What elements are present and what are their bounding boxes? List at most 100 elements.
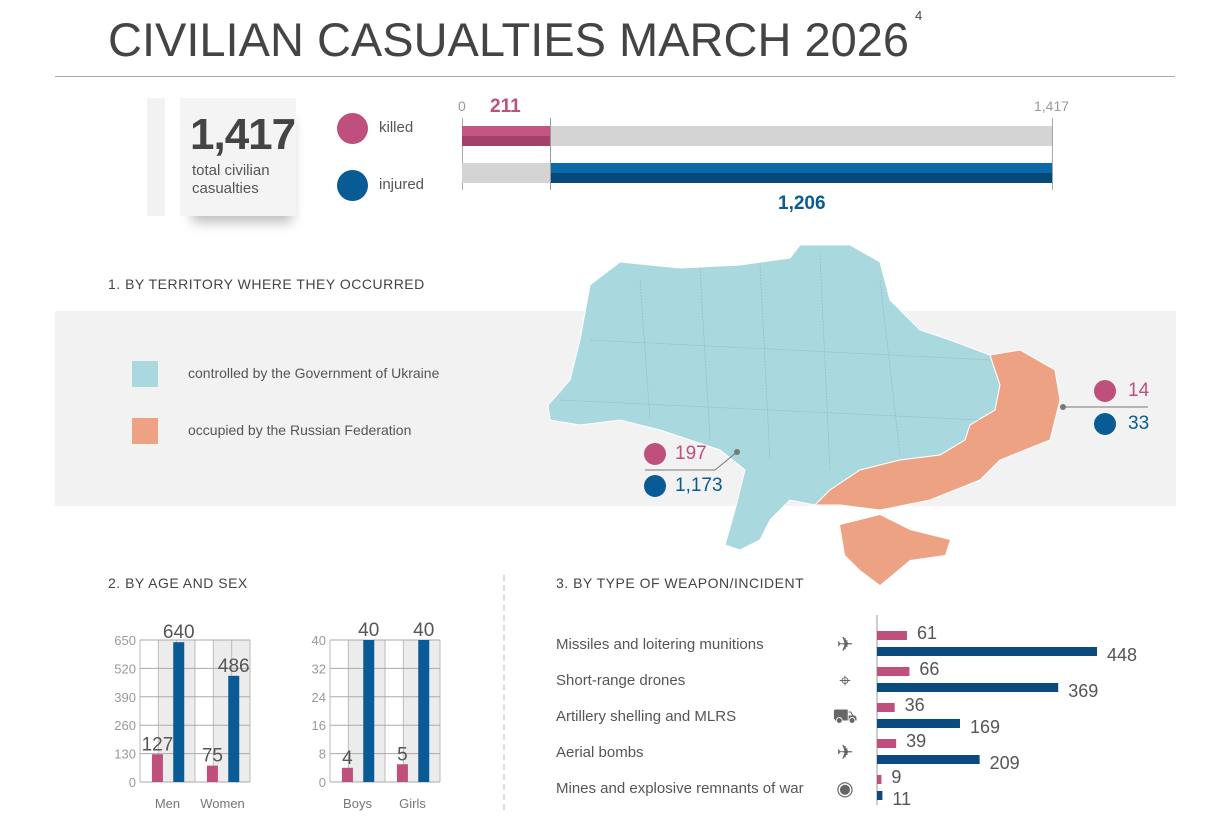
injured-value-label: 40 [358, 620, 379, 641]
injured-legend-dot [337, 170, 368, 201]
government-killed-value: 197 [675, 443, 707, 464]
weapon-category-label: Mines and explosive remnants of war [556, 780, 804, 797]
y-tick-label: 24 [312, 690, 326, 705]
killed-bar [877, 775, 882, 784]
occupied-killed-dot [1094, 380, 1116, 402]
injured-bar [173, 642, 185, 782]
injured-bar [877, 683, 1059, 692]
killed-track [462, 126, 1052, 146]
government-injured-value: 1,173 [675, 475, 723, 496]
injured-value-label: 640 [163, 622, 195, 643]
injured-bar [418, 640, 430, 782]
x-category-label: Women [200, 796, 245, 811]
mlrs-truck-icon: ⛟ [832, 706, 857, 728]
page-title: CIVILIAN CASUALTIES MARCH 2026 [108, 13, 909, 66]
occupied-killed-value: 14 [1128, 380, 1150, 401]
title-footnote: 4 [915, 8, 923, 23]
split-line [549, 118, 551, 190]
weapon-category-label: Aerial bombs [556, 744, 644, 761]
government-injured-dot [644, 475, 666, 497]
weapon-category-label: Artillery shelling and MLRS [556, 708, 736, 725]
government-callout-line [645, 451, 738, 471]
killed-value-label: 4 [342, 748, 353, 769]
y-tick-label: 520 [114, 661, 136, 676]
killed-value-label: 36 [905, 695, 925, 715]
x-category-label: Girls [399, 796, 426, 811]
jet-icon: ✈ [837, 742, 854, 764]
axis-line-end [1052, 118, 1053, 190]
injured-value-label: 169 [970, 717, 1000, 737]
drone-icon: ⌖ [839, 670, 850, 692]
injured-value-label: 11 [892, 789, 911, 809]
killed-bar [341, 767, 353, 782]
killed-value-label: 39 [906, 731, 926, 751]
killed-value-label: 9 [891, 767, 901, 787]
killed-legend-dot [337, 113, 368, 144]
occupied-swatch [132, 418, 158, 444]
oblast-borders [559, 254, 991, 471]
killed-total-value: 211 [490, 96, 521, 117]
injured-bar [363, 640, 375, 782]
total-label-line1: total civilian [192, 162, 270, 179]
age-sex-children-chart: 0 8 16 24 32 40 Boys 4 40 Girls 5 40 [312, 620, 441, 811]
injured-bar [877, 647, 1097, 656]
y-tick-label: 16 [312, 718, 326, 733]
weapon-category-label: Missiles and loitering munitions [556, 636, 764, 653]
killed-bar [151, 754, 163, 782]
y-tick-label: 0 [319, 775, 326, 790]
title-block: CIVILIAN CASUALTIES MARCH 2026 4 [108, 8, 922, 67]
injured-bar [877, 719, 960, 728]
killed-bar [396, 764, 408, 782]
killed-value-label: 75 [202, 746, 223, 767]
injured-bar [877, 791, 883, 800]
government-killed-dot [644, 443, 666, 465]
y-tick-label: 390 [114, 690, 136, 705]
total-label-line2: casualties [192, 180, 259, 197]
injured-total-value: 1,206 [778, 193, 826, 214]
landmine-icon: ◉ [836, 778, 853, 800]
title-divider [55, 76, 1175, 77]
government-territory [547, 244, 1001, 551]
killed-bar [877, 667, 910, 676]
government-callout-dot [734, 449, 740, 455]
killed-value-label: 5 [397, 744, 408, 765]
injured-value-label: 40 [413, 620, 434, 641]
y-tick-label: 32 [312, 661, 326, 676]
injured-bar [549, 163, 1052, 183]
missile-icon: ✈ [837, 634, 854, 656]
killed-value-label: 66 [919, 659, 939, 679]
y-tick-label: 650 [114, 633, 136, 648]
territory-heading: 1. BY TERRITORY WHERE THEY OCCURRED [108, 276, 425, 292]
government-swatch [132, 361, 158, 387]
total-label: total civilian casualties [192, 162, 270, 198]
killed-value-label: 61 [917, 623, 937, 643]
occupied-callout-dot [1060, 404, 1066, 410]
total-card: 1,417 total civilian casualties [180, 98, 296, 216]
injured-value-label: 486 [218, 656, 250, 677]
axis-min: 0 [458, 98, 466, 114]
x-category-label: Men [155, 796, 180, 811]
total-value: 1,417 [190, 110, 296, 159]
killed-bar [877, 631, 907, 640]
y-tick-label: 0 [129, 775, 136, 790]
x-category-label: Boys [343, 796, 372, 811]
killed-bar [877, 739, 897, 748]
y-tick-label: 260 [114, 718, 136, 733]
y-tick-label: 40 [312, 633, 326, 648]
weapon-heading: 3. BY TYPE OF WEAPON/INCIDENT [556, 575, 805, 591]
occupied-legend-label: occupied by the Russian Federation [188, 422, 412, 438]
decorative-strip [147, 98, 165, 216]
injured-bar [228, 675, 240, 782]
killed-bar [877, 703, 895, 712]
injured-value-label: 369 [1068, 681, 1098, 701]
weapon-chart: Missiles and loitering munitions ✈ 61 448 Sh… [556, 615, 1137, 809]
injured-value-label: 448 [1107, 645, 1137, 665]
y-tick-label: 8 [319, 747, 326, 762]
injured-value-label: 209 [990, 753, 1020, 773]
injured-legend-label: injured [379, 176, 425, 193]
axis-line-start [462, 118, 463, 190]
government-legend-label: controlled by the Government of Ukraine [188, 365, 440, 381]
killed-bar [462, 126, 550, 146]
y-tick-label: 130 [114, 747, 136, 762]
